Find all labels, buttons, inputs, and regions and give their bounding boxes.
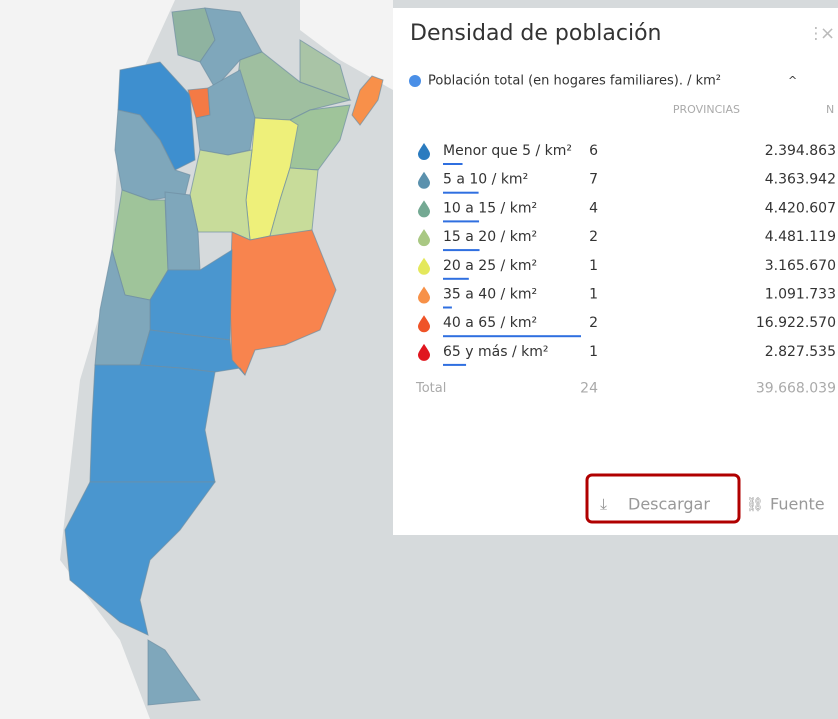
province: [147, 639, 201, 706]
province: [351, 75, 384, 126]
value-bar: [443, 335, 581, 338]
total-value: 39.668.039: [756, 381, 836, 397]
value-bar: [443, 277, 469, 280]
drop-icon: [418, 343, 430, 361]
value-bar: [443, 363, 467, 366]
drop-icon: [418, 286, 430, 304]
drop-icon: [418, 143, 430, 160]
row-value: 2.394.863: [765, 143, 836, 159]
column-header: PROVINCIAS: [673, 103, 740, 116]
province: [229, 229, 337, 376]
row-count: 1: [589, 258, 598, 274]
panel-title: Densidad de población: [410, 21, 662, 46]
row-count: 4: [589, 200, 598, 216]
value-bar: [443, 163, 463, 165]
download-button[interactable]: Descargar: [628, 495, 710, 514]
row-value: 4.420.607: [765, 200, 836, 216]
variable-dot: [409, 75, 421, 87]
value-bar: [443, 249, 480, 252]
row-label[interactable]: 20 a 25 / km²: [443, 258, 537, 274]
menu-icon[interactable]: ⋮: [808, 24, 824, 43]
row-label[interactable]: 10 a 15 / km²: [443, 200, 537, 216]
column-header: N: [826, 103, 834, 116]
provinces: [64, 7, 384, 706]
province: [299, 39, 351, 101]
drop-icon: [418, 171, 430, 189]
total-label: Total: [415, 381, 446, 396]
download-icon: ⤓: [600, 495, 607, 514]
row-label[interactable]: Menor que 5 / km²: [443, 143, 572, 159]
row-label[interactable]: 40 a 65 / km²: [443, 315, 537, 331]
row-count: 6: [589, 143, 598, 159]
total-count: 24: [580, 381, 598, 397]
drop-icon: [418, 229, 430, 247]
row-label[interactable]: 15 a 20 / km²: [443, 229, 537, 245]
source-button[interactable]: Fuente: [770, 495, 825, 514]
neighbor-land: [300, 0, 393, 90]
row-label[interactable]: 65 y más / km²: [443, 344, 549, 360]
drop-icon: [418, 257, 430, 275]
row-value: 16.922.570: [756, 315, 836, 331]
legend-panel: [393, 8, 838, 535]
value-bar: [443, 306, 452, 309]
chile-land: [0, 0, 175, 719]
row-label[interactable]: 5 a 10 / km²: [443, 172, 528, 188]
province: [114, 109, 191, 201]
row-count: 1: [589, 344, 598, 360]
close-icon[interactable]: ×: [820, 23, 835, 44]
row-value: 4.481.119: [765, 229, 836, 245]
value-bar: [443, 220, 480, 223]
row-count: 2: [589, 229, 598, 245]
province: [64, 481, 216, 636]
province: [164, 191, 201, 271]
row-count: 7: [589, 172, 598, 188]
row-value: 4.363.942: [765, 172, 836, 188]
row-count: 2: [589, 315, 598, 331]
variable-label: Población total (en hogares familiares).…: [428, 74, 721, 89]
drop-icon: [418, 315, 430, 333]
link-icon: ⛓: [746, 497, 764, 513]
row-value: 3.165.670: [765, 258, 836, 274]
row-value: 1.091.733: [765, 287, 836, 303]
row-count: 1: [589, 287, 598, 303]
highlight-box: [585, 473, 741, 524]
row-value: 2.827.535: [765, 344, 836, 360]
row-label[interactable]: 35 a 40 / km²: [443, 287, 537, 303]
province: [199, 7, 263, 89]
province: [189, 149, 253, 241]
value-bar: [443, 191, 479, 194]
province: [89, 364, 216, 483]
collapse-icon[interactable]: ^: [788, 74, 797, 87]
drop-icon: [418, 200, 430, 218]
